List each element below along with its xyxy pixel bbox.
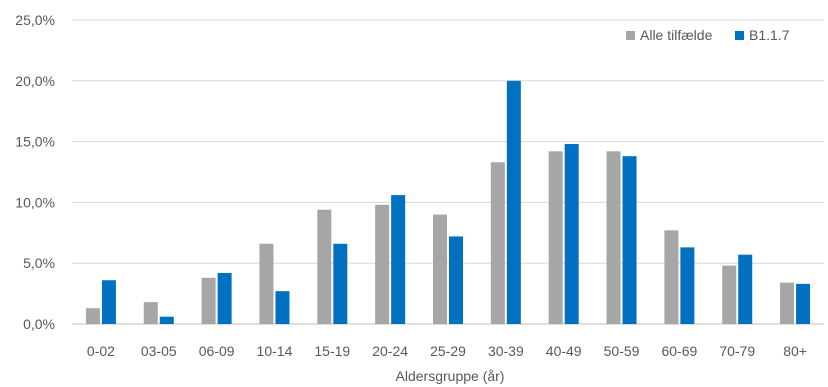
x-tick-label: 50-59 [604, 343, 640, 359]
bar [796, 283, 811, 324]
legend-swatch [626, 31, 635, 40]
y-tick-label: 20,0% [15, 73, 55, 89]
x-tick-label: 25-29 [430, 343, 466, 359]
bar [333, 243, 348, 324]
bar [780, 282, 795, 324]
y-axis-ticks: 0,0% 5,0% 10,0% 15,0% 20,0% 25,0% [15, 12, 55, 332]
x-tick-label: 80+ [783, 343, 807, 359]
bar [143, 302, 158, 324]
legend-swatch [735, 31, 744, 40]
x-tick-label: 30-39 [488, 343, 524, 359]
legend: Alle tilfælde B1.1.7 [626, 27, 790, 43]
bar [433, 214, 447, 324]
bar [259, 243, 274, 324]
bar [159, 316, 174, 324]
legend-label: Alle tilfælde [640, 27, 713, 43]
gridlines [72, 19, 824, 325]
x-tick-label: 0-02 [87, 343, 115, 359]
x-axis-title: Aldersgruppe (år) [396, 368, 505, 384]
bars [85, 80, 811, 324]
bar [101, 280, 116, 324]
x-tick-label: 60-69 [661, 343, 697, 359]
y-tick-label: 15,0% [15, 134, 55, 150]
bar [391, 195, 406, 324]
y-tick-label: 10,0% [15, 194, 55, 210]
y-tick-label: 0,0% [23, 316, 55, 332]
x-tick-label: 40-49 [546, 343, 582, 359]
bar [317, 209, 332, 324]
bar [275, 291, 290, 324]
bar [722, 265, 737, 324]
x-tick-label: 70-79 [719, 343, 755, 359]
bar [201, 277, 216, 324]
bar [738, 254, 753, 324]
x-tick-label: 20-24 [372, 343, 408, 359]
bar [680, 247, 695, 324]
bar [564, 144, 579, 324]
bar [85, 308, 100, 324]
x-axis-ticks: 0-02 03-05 06-09 10-14 15-19 20-24 25-29 30-39 4… [87, 343, 807, 359]
x-tick-label: 10-14 [257, 343, 293, 359]
bar [506, 80, 521, 324]
bar [449, 236, 463, 324]
y-tick-label: 25,0% [15, 12, 55, 28]
bar [490, 162, 505, 324]
x-tick-label: 15-19 [314, 343, 350, 359]
bar [606, 151, 621, 324]
bar [217, 272, 232, 324]
legend-label: B1.1.7 [749, 27, 790, 43]
x-tick-label: 03-05 [141, 343, 177, 359]
y-tick-label: 5,0% [23, 255, 55, 271]
bar [548, 151, 563, 324]
bar [375, 204, 390, 324]
x-tick-label: 06-09 [199, 343, 235, 359]
bar [622, 156, 637, 324]
bar [664, 230, 679, 324]
